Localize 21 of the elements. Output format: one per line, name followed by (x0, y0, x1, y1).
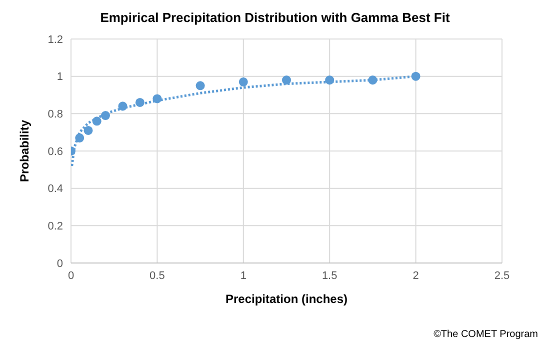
y-axis-title: Probability (17, 120, 32, 182)
y-tick-label: 1 (56, 71, 63, 84)
y-tick-label: 0.8 (48, 108, 63, 121)
x-tick-label: 0.5 (150, 270, 165, 282)
x-tick-label: 1 (240, 270, 246, 282)
y-tick-label: 0.6 (48, 146, 63, 158)
x-axis-title: Precipitation (inches) (225, 292, 348, 306)
point (282, 76, 292, 85)
x-tick-label: 1.5 (322, 270, 338, 282)
y-tick-label: 1.2 (48, 34, 63, 46)
chart-title: Empirical Precipitation Distribution with Gamma Best Fit (99, 10, 451, 25)
x-tick-label: 2.5 (494, 270, 510, 282)
text: ©The COMET Program (434, 329, 538, 340)
x-tick-label: 0 (68, 270, 74, 282)
x-tick-label: 2 (412, 270, 419, 282)
y-tick-label: 0.2 (48, 220, 63, 233)
point (238, 77, 248, 86)
point (196, 81, 205, 90)
point (84, 126, 93, 135)
y-tick-label: 0 (56, 258, 63, 270)
y-tick-label: 0.4 (48, 183, 63, 196)
